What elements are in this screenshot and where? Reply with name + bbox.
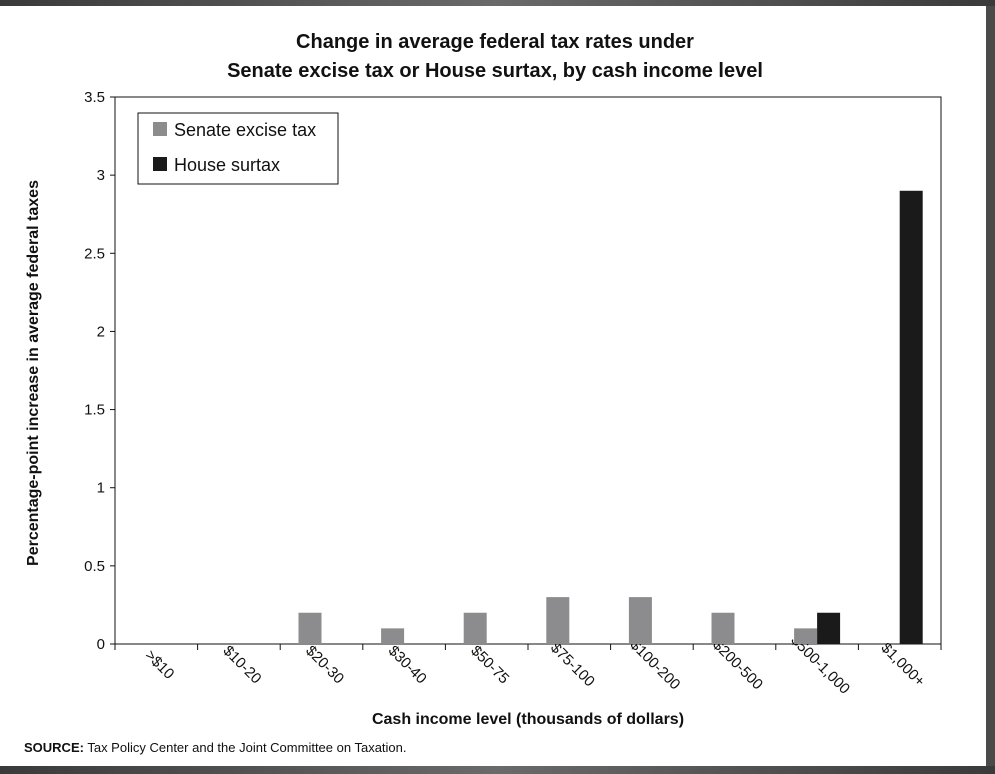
- chart-title-line-1: Change in average federal tax rates unde…: [296, 31, 694, 53]
- source-note: SOURCE: Tax Policy Center and the Joint …: [24, 740, 407, 755]
- senate-excise-bar: [628, 597, 652, 644]
- y-tick-label: 0: [97, 636, 105, 653]
- x-axis-title: Cash income level (thousands of dollars): [372, 711, 684, 728]
- legend-box: [137, 112, 339, 185]
- y-tick-label: 1.5: [84, 402, 105, 419]
- source-text: Tax Policy Center and the Joint Committe…: [87, 740, 407, 755]
- senate-excise-bar: [298, 612, 322, 644]
- senate-excise-bar: [463, 612, 487, 644]
- y-tick-label: 2: [97, 323, 105, 340]
- frame-right-border: [986, 6, 995, 766]
- senate-excise-bar: [546, 597, 570, 644]
- x-tick-label: $100-200: [627, 636, 684, 693]
- y-tick-label: 0.5: [84, 558, 105, 575]
- legend-swatch-house: [153, 157, 167, 171]
- frame-top-border: [0, 0, 995, 6]
- x-tick-label: $200-500: [709, 636, 766, 693]
- x-tick-label: $1,000+: [878, 639, 929, 690]
- y-tick-label: 3: [97, 167, 105, 184]
- house-surtax-bar: [817, 612, 841, 644]
- senate-excise-bar: [381, 628, 405, 644]
- legend-label-senate: Senate excise tax: [174, 120, 316, 140]
- y-tick-label: 2.5: [84, 245, 105, 262]
- source-label: SOURCE:: [24, 740, 84, 755]
- legend-label-house: House surtax: [174, 155, 280, 175]
- x-tick-label: $20-30: [302, 642, 347, 687]
- x-tick-label: $75-100: [547, 639, 598, 690]
- senate-excise-bar: [794, 628, 818, 644]
- y-axis-title: Percentage-point increase in average fed…: [25, 180, 42, 566]
- x-tick-label: $10-20: [220, 642, 265, 687]
- bars-group: [298, 190, 923, 644]
- legend-swatch-senate: [153, 122, 167, 136]
- x-tick-label: $50-75: [467, 642, 512, 687]
- y-tick-label: 3.5: [84, 89, 105, 106]
- senate-excise-bar: [711, 612, 735, 644]
- frame-bottom-border: [0, 766, 995, 774]
- x-tick-label: $30-40: [385, 642, 430, 687]
- legend: Senate excise tax House surtax: [137, 112, 339, 185]
- chart-title-line-2: Senate excise tax or House surtax, by ca…: [227, 60, 763, 82]
- bar-chart: Change in average federal tax rates unde…: [25, 31, 942, 728]
- y-tick-label: 1: [97, 480, 105, 497]
- x-tick-label: >$10: [142, 647, 178, 683]
- y-axis: 0 0.5 1 1.5 2 2.5 3 3.5: [84, 89, 115, 653]
- house-surtax-bar: [899, 190, 923, 644]
